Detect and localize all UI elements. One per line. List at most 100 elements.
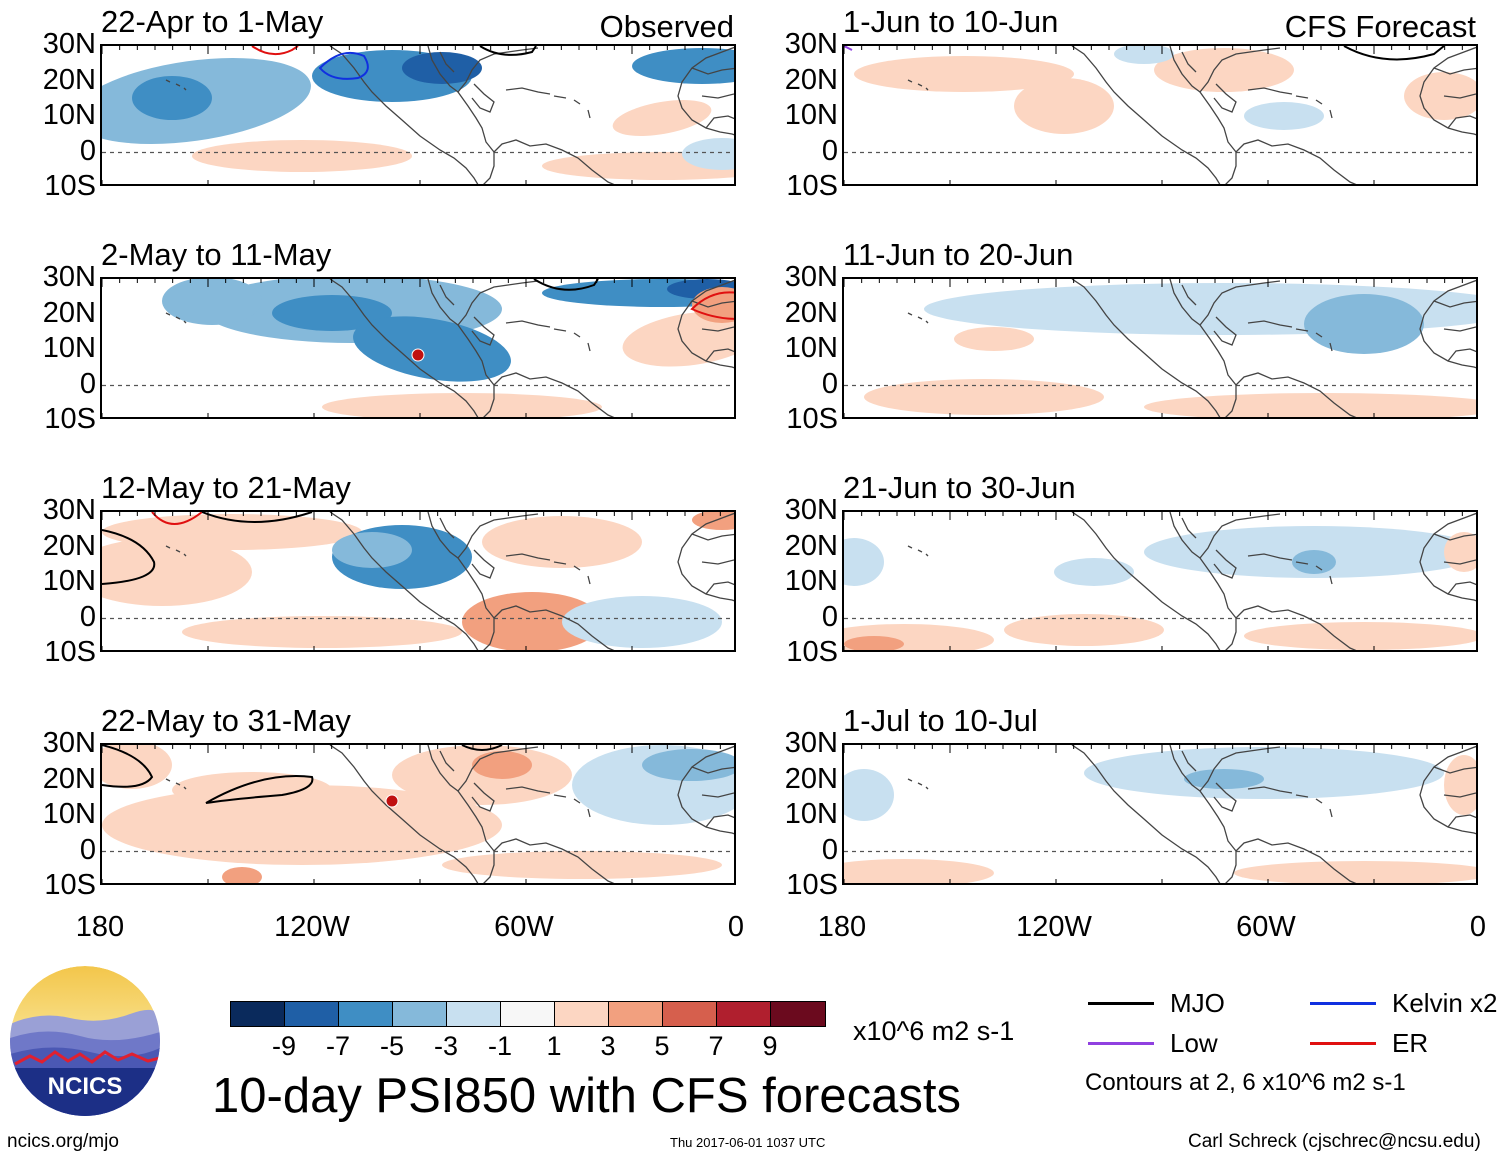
coastline bbox=[439, 51, 455, 73]
y-tick-label: 10S bbox=[44, 403, 96, 435]
storm-marker bbox=[385, 794, 399, 808]
coastline bbox=[573, 99, 581, 105]
coastline bbox=[573, 565, 581, 571]
coastline bbox=[925, 786, 929, 790]
coastline bbox=[175, 549, 181, 553]
y-tick-label: 0 bbox=[821, 367, 838, 400]
y-tick-label: 10S bbox=[44, 869, 96, 901]
contour-note: Contours at 2, 6 x10^6 m2 s-1 bbox=[1085, 1069, 1406, 1096]
coastline bbox=[553, 328, 567, 332]
anomaly-shading bbox=[402, 52, 482, 84]
colorbar-tick-label: -7 bbox=[325, 1031, 350, 1061]
coastline bbox=[1199, 324, 1237, 386]
x-tick-label: 0 bbox=[727, 911, 745, 943]
colorbar-tick-label: -5 bbox=[379, 1031, 404, 1061]
y-tick-label: 20N bbox=[784, 63, 838, 96]
chart-title: 10-day PSI850 with CFS forecasts bbox=[212, 1069, 961, 1123]
anomaly-shading bbox=[622, 311, 734, 367]
footer-url[interactable]: ncics.org/mjo bbox=[7, 1131, 119, 1152]
x-tick-label: 180 bbox=[75, 911, 125, 943]
y-tick-label: 10N bbox=[42, 99, 96, 131]
coastline bbox=[1443, 792, 1476, 798]
coastline bbox=[587, 575, 591, 585]
coastline bbox=[705, 581, 734, 595]
coastline bbox=[917, 782, 923, 786]
coastline bbox=[1433, 533, 1476, 541]
map-panel bbox=[100, 510, 736, 652]
wave-contour bbox=[690, 291, 734, 320]
coastline bbox=[925, 320, 929, 324]
coastline bbox=[1169, 279, 1281, 326]
coastline bbox=[457, 790, 495, 852]
coastline bbox=[1235, 838, 1357, 883]
x-tick-label: 180 bbox=[817, 911, 867, 943]
y-tick-label: 30N bbox=[784, 261, 838, 293]
coastline bbox=[505, 87, 551, 95]
coastline bbox=[427, 512, 539, 559]
footer-timestamp: Thu 2017-06-01 1037 UTC bbox=[670, 1135, 826, 1150]
anomaly-shading bbox=[162, 279, 262, 325]
colorbar-tick-label: 7 bbox=[708, 1031, 724, 1061]
coastline bbox=[165, 545, 171, 549]
coastline bbox=[917, 83, 923, 87]
map-panel bbox=[100, 277, 736, 419]
anomaly-shading bbox=[1084, 747, 1444, 799]
anomaly-shading bbox=[1444, 755, 1476, 815]
coastline bbox=[553, 561, 567, 565]
anomaly-shading bbox=[272, 295, 392, 331]
coastline bbox=[1443, 326, 1476, 332]
coastline bbox=[705, 814, 734, 828]
anomaly-shading bbox=[844, 538, 884, 586]
coastline bbox=[677, 279, 734, 369]
coastline bbox=[1169, 745, 1281, 792]
coastline bbox=[1235, 139, 1357, 184]
y-tick-label: 20N bbox=[42, 296, 96, 329]
coastline bbox=[1447, 115, 1476, 129]
anomaly-shading bbox=[132, 76, 212, 120]
anomaly-shading bbox=[102, 538, 252, 606]
anomaly-shading bbox=[1304, 294, 1424, 354]
coastline bbox=[483, 851, 495, 883]
anomaly-shading bbox=[1184, 769, 1264, 789]
coastline bbox=[1169, 46, 1281, 93]
footer-credit: Carl Schreck (cjschrec@ncsu.edu) bbox=[1188, 1131, 1481, 1152]
wave-contour bbox=[461, 745, 503, 751]
coastline bbox=[553, 794, 567, 798]
colorbar-tick-label: -9 bbox=[271, 1031, 296, 1061]
colorbar-swatch bbox=[609, 1002, 663, 1026]
coastline bbox=[573, 332, 581, 338]
logo-text: NCICS bbox=[48, 1073, 123, 1100]
coastline bbox=[329, 745, 479, 883]
map-panel bbox=[842, 743, 1478, 885]
coastline bbox=[587, 342, 591, 352]
coastline bbox=[1213, 549, 1237, 579]
wave-contour bbox=[102, 745, 154, 788]
anomaly-shading bbox=[864, 379, 1104, 415]
y-tick-label: 10N bbox=[784, 332, 838, 364]
legend-line bbox=[1088, 1042, 1154, 1045]
coastline bbox=[427, 46, 539, 93]
x-tick-label: 60W bbox=[494, 911, 554, 943]
coastline bbox=[1199, 557, 1237, 619]
colorbar-tick-label: 5 bbox=[654, 1031, 670, 1061]
map-panel bbox=[100, 44, 736, 186]
coastline bbox=[493, 372, 615, 417]
anomaly-shading bbox=[642, 749, 734, 781]
wave-contour bbox=[318, 52, 369, 80]
coastline bbox=[457, 557, 495, 619]
coastline bbox=[483, 385, 495, 417]
y-tick-label: 10S bbox=[786, 403, 838, 435]
y-tick-label: 0 bbox=[79, 833, 96, 866]
coastline bbox=[1315, 332, 1323, 338]
anomaly-shading bbox=[1292, 550, 1336, 574]
y-tick-label: 20N bbox=[42, 63, 96, 96]
anomaly-shading bbox=[1144, 393, 1476, 417]
coastline bbox=[1315, 99, 1323, 105]
coastline bbox=[1247, 320, 1293, 328]
coastline bbox=[505, 553, 551, 561]
wave-contour bbox=[251, 46, 299, 56]
coastline bbox=[701, 792, 734, 798]
colorbar-swatch bbox=[285, 1002, 339, 1026]
coastline bbox=[329, 279, 479, 417]
legend-label: Low bbox=[1170, 1028, 1218, 1058]
